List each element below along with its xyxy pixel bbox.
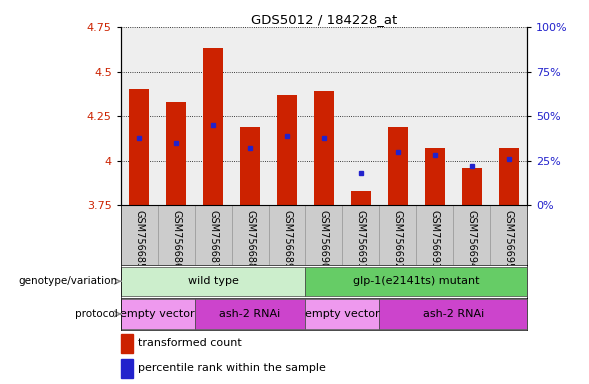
Bar (379, 205, 416, 265)
Text: empty vector: empty vector (120, 309, 195, 319)
Bar (121, 334, 133, 353)
Title: GDS5012 / 184228_at: GDS5012 / 184228_at (251, 13, 397, 26)
Bar (269, 205, 306, 265)
Bar (490, 205, 527, 265)
Bar (314, 91, 334, 205)
Bar (462, 168, 482, 205)
Text: GSM756689: GSM756689 (282, 210, 292, 269)
Bar (416, 205, 454, 265)
Text: GSM756694: GSM756694 (466, 210, 477, 269)
Bar (240, 127, 260, 205)
Text: ash-2 RNAi: ash-2 RNAi (423, 309, 484, 319)
Text: GSM756695: GSM756695 (504, 210, 514, 270)
Bar (231, 205, 269, 265)
Text: protocol: protocol (75, 309, 118, 319)
Text: GSM756690: GSM756690 (319, 210, 329, 269)
Text: GSM756686: GSM756686 (171, 210, 181, 269)
Bar (425, 148, 445, 205)
Bar (350, 191, 371, 205)
Text: GSM756685: GSM756685 (134, 210, 144, 270)
Text: GSM756693: GSM756693 (430, 210, 440, 269)
Text: ash-2 RNAi: ash-2 RNAi (220, 309, 281, 319)
Bar (121, 359, 133, 378)
Bar (388, 127, 408, 205)
Bar (166, 102, 186, 205)
Text: transformed count: transformed count (138, 338, 242, 348)
Bar (121, 299, 194, 329)
Text: empty vector: empty vector (305, 309, 380, 319)
Bar (454, 205, 490, 265)
Bar (194, 299, 306, 329)
Text: genotype/variation: genotype/variation (19, 276, 118, 286)
Bar (306, 299, 379, 329)
Bar (277, 95, 297, 205)
Bar (306, 266, 527, 296)
Text: GSM756688: GSM756688 (245, 210, 255, 269)
Text: percentile rank within the sample: percentile rank within the sample (138, 363, 326, 373)
Bar (158, 205, 194, 265)
Bar (379, 299, 527, 329)
Bar (306, 205, 342, 265)
Bar (498, 148, 519, 205)
Text: GSM756687: GSM756687 (208, 210, 218, 270)
Bar (121, 205, 158, 265)
Text: wild type: wild type (188, 276, 239, 286)
Text: glp-1(e2141ts) mutant: glp-1(e2141ts) mutant (353, 276, 479, 286)
Bar (129, 89, 150, 205)
Bar (203, 48, 223, 205)
Text: GSM756691: GSM756691 (356, 210, 366, 269)
Bar (121, 266, 306, 296)
Bar (194, 205, 231, 265)
Text: GSM756692: GSM756692 (393, 210, 403, 270)
Bar (342, 205, 379, 265)
